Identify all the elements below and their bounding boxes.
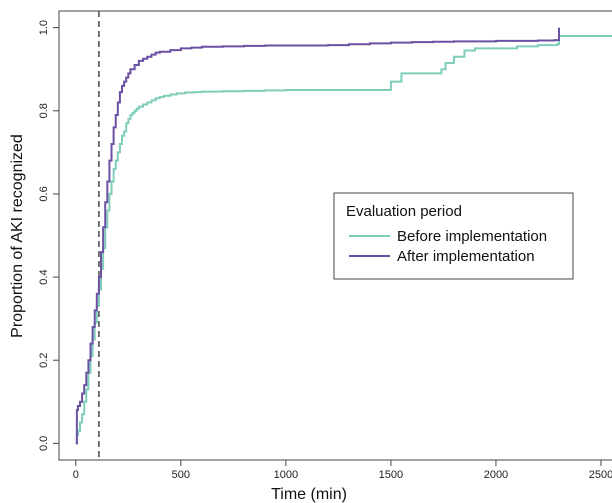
series-line-after <box>75 27 560 445</box>
x-tick-label: 2000 <box>484 469 508 481</box>
y-axis-title: Proportion of AKI recognized <box>9 134 26 338</box>
x-tick-label: 1000 <box>274 469 298 481</box>
series-line-before <box>75 34 612 445</box>
plot-frame <box>58 10 612 461</box>
x-tick-label: 500 <box>172 469 190 481</box>
series-layer <box>75 27 612 445</box>
x-tick-label: 2500 <box>589 469 612 481</box>
y-tick-label: 0.0 <box>38 436 50 451</box>
y-tick-label: 1.0 <box>38 20 50 35</box>
y-tick-label: 0.8 <box>38 103 50 118</box>
y-axis: 0.0 0.2 0.4 0.6 0.8 1.0 <box>38 20 59 451</box>
x-tick-label: 0 <box>73 469 79 481</box>
legend-title: Evaluation period <box>346 203 462 220</box>
legend: Evaluation period Before implementation … <box>333 192 574 280</box>
x-axis-title: Time (min) <box>271 486 347 503</box>
x-tick-label: 1500 <box>379 469 403 481</box>
y-tick-label: 0.4 <box>38 269 50 284</box>
x-axis: 0 500 1000 1500 2000 2500 <box>73 460 612 481</box>
legend-label-before: Before implementation <box>397 228 547 245</box>
y-tick-label: 0.6 <box>38 186 50 201</box>
legend-label-after: After implementation <box>397 248 535 265</box>
y-tick-label: 0.2 <box>38 353 50 368</box>
